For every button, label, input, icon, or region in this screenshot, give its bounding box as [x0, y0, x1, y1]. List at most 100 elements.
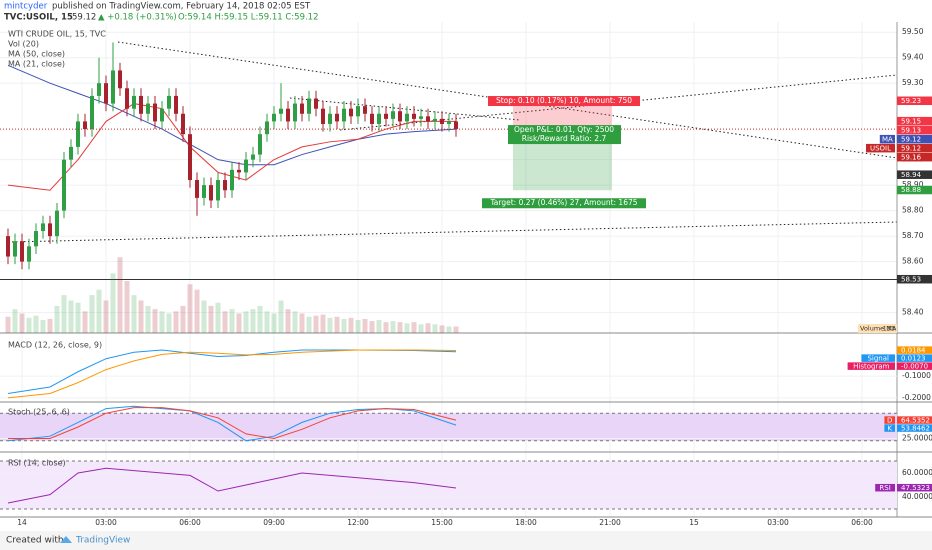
price-tag-label: 64.5352 [901, 416, 930, 424]
price-tag-label: -0.0070 [901, 362, 928, 370]
y-tick-label: 58.80 [902, 206, 924, 215]
volume-bar [26, 317, 32, 333]
candle-body [153, 103, 158, 122]
price-tag-label: 58.94 [901, 171, 922, 179]
label-box [508, 125, 621, 145]
volume-bar [124, 281, 130, 333]
volume-bar [12, 309, 18, 333]
volume-ma-tag [858, 324, 897, 333]
volume-bar [152, 309, 158, 333]
candle-body [90, 95, 95, 130]
volume-ma-label: Volume MA [860, 325, 897, 333]
price-tag-label: 59.13 [901, 126, 921, 134]
chart-title: WTI CRUDE OIL, 15, TVC [8, 30, 106, 39]
y-tick-label: 58.90 [902, 180, 924, 189]
volume-bar [376, 320, 382, 333]
footer-text: Created with [6, 536, 64, 546]
price-tag-label: 47.5323 [901, 484, 930, 492]
last-price: 59.12 [72, 13, 96, 23]
candle-body [412, 113, 417, 119]
band [0, 413, 897, 441]
volume-bar [439, 325, 445, 333]
volume-bar [159, 311, 165, 333]
candle-body [209, 185, 214, 201]
candle-body [293, 103, 298, 122]
candle-body [440, 118, 445, 124]
ohlc: O:59.14 H:59.15 L:59.11 C:59.12 [178, 13, 319, 23]
x-tick-label: 18:00 [515, 518, 537, 527]
volume-bar [411, 322, 417, 333]
y-tick-label: 58.60 [902, 257, 924, 266]
candle-body [272, 113, 277, 122]
price-tag [897, 424, 932, 432]
y-tick-label: 59.30 [902, 78, 924, 87]
label-box [482, 198, 646, 209]
volume-bar [285, 309, 291, 333]
tag-name: K [887, 424, 892, 432]
price-tag [897, 143, 932, 153]
y-tick-label: 40.0000 [902, 492, 932, 501]
candle-body [13, 241, 18, 257]
tag-name: D [887, 416, 892, 424]
candle-body [181, 113, 186, 135]
trend-line [117, 41, 898, 159]
volume-bar [145, 305, 151, 333]
candle-body [48, 223, 53, 237]
volume-bar [173, 311, 179, 333]
candle-body [300, 103, 305, 114]
candle-body [244, 159, 249, 173]
volume-bar [236, 313, 242, 333]
volume-bar [40, 320, 46, 333]
x-tick-label: 03:00 [95, 518, 117, 527]
x-tick-label: 06:00 [179, 518, 201, 527]
footer-bar [0, 531, 932, 550]
candle-body [328, 113, 333, 124]
price-tag [897, 116, 932, 126]
volume-bar [82, 311, 88, 333]
volume-bar [446, 326, 452, 333]
y-tick-label: 25.0000 [902, 434, 932, 443]
candle-body [216, 180, 221, 201]
candle-body [83, 121, 88, 130]
trend-line [7, 221, 898, 243]
volume-bar [103, 300, 109, 333]
candle-body [76, 121, 81, 147]
volume-bar [348, 317, 354, 333]
volume-bar [117, 257, 123, 333]
price-tag-label: 58.88 [901, 186, 921, 194]
candle-body [391, 111, 396, 119]
volume-bar [453, 326, 459, 333]
tag-name-box [875, 483, 895, 492]
candle-body [356, 106, 361, 117]
volume-bar [96, 289, 102, 333]
volume-bar [5, 316, 11, 333]
volume-bar [19, 313, 25, 333]
volume-bar [397, 322, 403, 333]
candle-body [349, 108, 354, 117]
volume-bar [54, 305, 60, 333]
trend-line [339, 74, 898, 131]
candle-body [223, 180, 228, 191]
footer-logo-text: TradingView [75, 536, 130, 546]
indicator-title: RSI (14, close) [8, 459, 66, 468]
x-tick-label: 15:00 [431, 518, 453, 527]
candle-body [69, 146, 74, 160]
candle-body [419, 116, 424, 119]
volume-bar [208, 305, 214, 333]
price-tag-label: 59.23 [901, 97, 921, 105]
volume-bar [229, 309, 235, 333]
price-tag [897, 134, 932, 144]
volume-bar [138, 300, 144, 333]
price-tag [897, 362, 932, 370]
candle-body [230, 169, 235, 191]
candle-body [314, 98, 319, 109]
candle-body [384, 113, 389, 119]
volume-bar [243, 311, 249, 333]
indicator-line [8, 407, 457, 440]
volume-bar [355, 320, 361, 333]
volume-bar [61, 295, 67, 333]
volume-bar [201, 300, 207, 333]
price-tag [897, 483, 932, 492]
price-tag-label: 59.12 [901, 135, 921, 143]
